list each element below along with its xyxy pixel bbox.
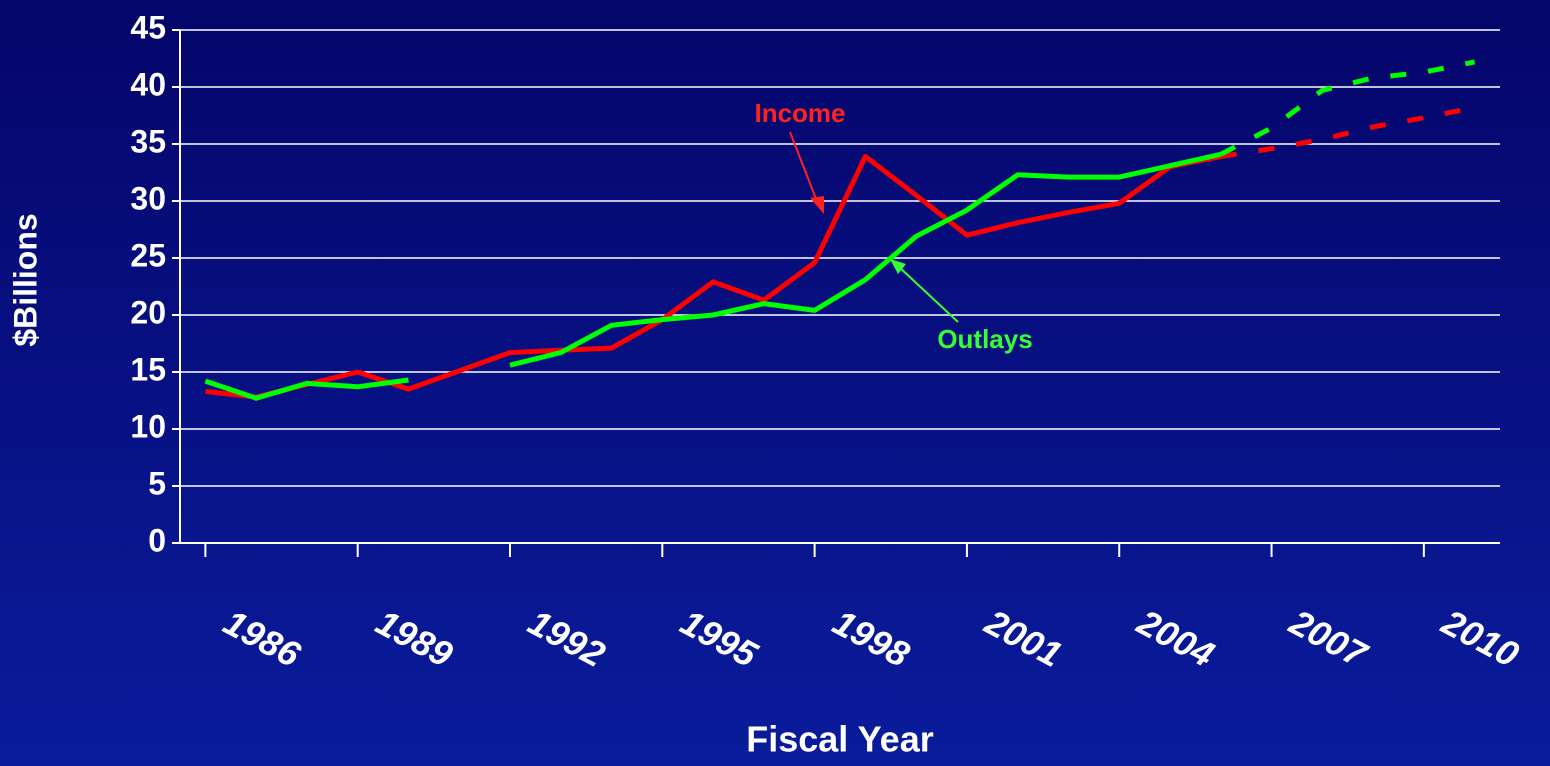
- y-tick-label: 0: [148, 522, 166, 558]
- x-axis-title: Fiscal Year: [746, 719, 934, 760]
- y-tick-label: 30: [130, 180, 166, 216]
- outlays-arrowhead: [890, 259, 906, 274]
- y-tick-label: 35: [130, 123, 166, 159]
- series-line: [204, 151, 1222, 401]
- income-arrowhead: [810, 196, 824, 214]
- outlays-annotation: Outlays: [937, 324, 1032, 354]
- y-tick-label: 5: [148, 465, 166, 501]
- y-tick-label: 10: [130, 408, 166, 444]
- income-annotation: Income: [754, 98, 845, 128]
- projection-line: [1219, 59, 1476, 157]
- outlays-arrow: [897, 265, 959, 323]
- y-tick-label: 15: [130, 351, 166, 387]
- y-tick-label: 40: [130, 66, 166, 102]
- y-tick-label: 25: [130, 237, 166, 273]
- lines: [204, 59, 1476, 401]
- y-tick-label: 45: [130, 9, 166, 45]
- projection-line: [1220, 105, 1476, 159]
- grid: [172, 29, 1500, 557]
- y-axis-title: $Billions: [7, 213, 43, 346]
- income-arrow: [789, 131, 819, 205]
- series-line: [205, 154, 1222, 400]
- y-tick-label: 20: [130, 294, 166, 330]
